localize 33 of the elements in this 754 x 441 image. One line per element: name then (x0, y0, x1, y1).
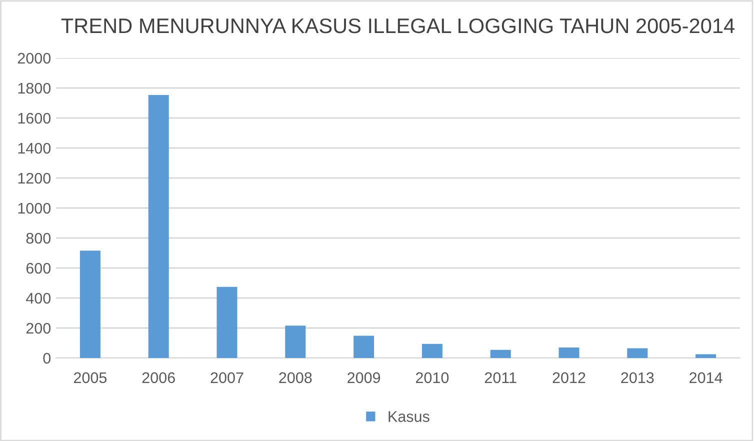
x-tick-label: 2014 (690, 372, 722, 384)
legend-label: Kasus (388, 411, 430, 422)
chart-title: TREND MENURUNNYA KASUS ILLEGAL LOGGING TAHUN 2005-2014 (61, 18, 735, 34)
x-tick-label: 2007 (210, 372, 244, 384)
x-tick-label: 2013 (621, 372, 654, 384)
x-tick-label: 2008 (279, 372, 312, 384)
y-tick-label: 1600 (18, 112, 51, 124)
x-tick-label: 2009 (348, 372, 380, 384)
bar (696, 354, 716, 358)
x-tick-label: 2012 (552, 372, 586, 384)
bar (558, 348, 580, 358)
y-tick-label: 2000 (18, 52, 51, 64)
bar (148, 95, 169, 358)
y-tick-label: 0 (43, 352, 51, 364)
x-tick-label: 2006 (142, 372, 175, 384)
y-tick-label: 800 (26, 232, 51, 244)
bar (216, 286, 238, 358)
bar (354, 336, 374, 358)
bar (422, 344, 442, 358)
y-tick-label: 1800 (18, 82, 51, 94)
y-tick-label: 1000 (18, 202, 51, 214)
x-tick-label: 2010 (416, 372, 449, 384)
y-tick-label: 1400 (18, 142, 51, 154)
y-tick-label: 400 (26, 292, 51, 304)
y-tick-label: 200 (26, 322, 51, 334)
bar (80, 250, 100, 358)
y-tick-label: 1200 (18, 172, 51, 184)
y-tick-label: 600 (26, 262, 51, 274)
bar (627, 348, 648, 358)
bar (285, 326, 306, 358)
x-tick-label: 2011 (484, 372, 516, 384)
x-tick-label: 2005 (74, 372, 107, 384)
bar (490, 350, 511, 358)
